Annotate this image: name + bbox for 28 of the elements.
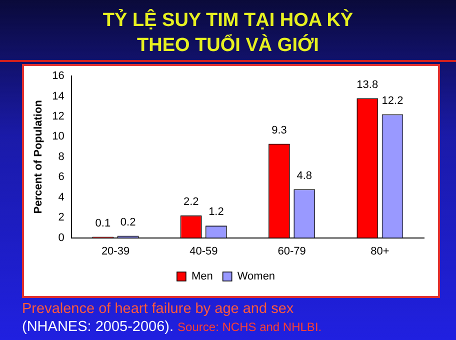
y-tick-label: 12 [52, 110, 64, 122]
legend-label: Women [237, 270, 276, 283]
y-tick-label: 10 [52, 130, 64, 143]
chart-title: TỶ LỆ SUY TIM TẠI HOA KỲ THEO TUỔI VÀ GIỚI [102, 8, 354, 58]
data-label: 0.2 [120, 216, 136, 228]
y-tick-label: 4 [58, 191, 64, 204]
source-note: Source: NCHS and NHLBI. [178, 320, 322, 334]
x-tick-label: 40-59 [190, 245, 218, 258]
x-tick-label: 20-39 [101, 245, 130, 258]
y-tick-label: 2 [58, 212, 64, 224]
y-tick-label: 6 [58, 171, 64, 184]
legend-label: Men [191, 270, 213, 283]
y-tick-label: 8 [58, 150, 64, 163]
data-label: 1.2 [208, 206, 224, 218]
y-tick-label: 0 [58, 232, 64, 244]
y-tick-label: 16 [52, 70, 64, 82]
text: (NHANES: 2005-2006). [22, 319, 175, 335]
y-axis-title: Percent of Population [32, 100, 45, 214]
data-label: 0.1 [95, 217, 111, 230]
y-tick-label: 14 [52, 90, 64, 102]
data-label: 13.8 [356, 78, 378, 91]
data-label: 9.3 [272, 124, 287, 136]
text: Prevalence of heart failure by age and sex [22, 301, 294, 317]
data-label: 12.2 [382, 94, 404, 107]
data-label: 4.8 [296, 170, 312, 182]
x-tick-label: 80+ [370, 245, 390, 258]
x-tick-label: 60-79 [278, 245, 306, 258]
data-label: 2.2 [183, 196, 199, 208]
